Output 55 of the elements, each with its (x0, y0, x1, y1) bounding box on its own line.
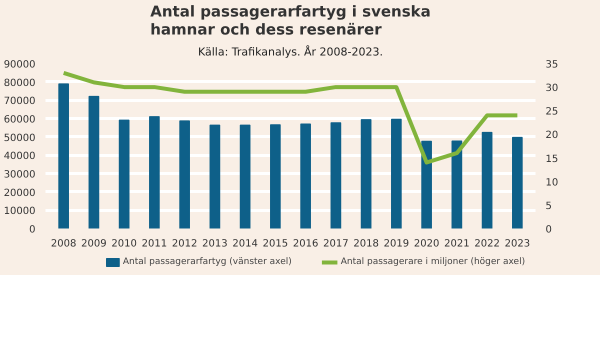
legend-label: Antal passagerarfartyg (vänster axel) (122, 257, 292, 267)
x-tick-label: 2009 (81, 238, 107, 250)
bar (179, 120, 190, 228)
legend-label: Antal passagerare i miljoner (höger axel) (340, 257, 526, 267)
x-tick-label: 2022 (474, 238, 500, 250)
y-tick-label: 40000 (4, 151, 36, 162)
chart-title: Antal passagerarfartyg i svenska hamnar och dess resenärer (150, 2, 431, 38)
x-tick-label: 2020 (414, 238, 440, 250)
x-tick-label: 2011 (142, 238, 168, 250)
bar (270, 124, 281, 228)
bar (391, 118, 402, 228)
y-tick-label: 50000 (4, 132, 36, 144)
bar (330, 122, 342, 228)
y-tick-label: 20000 (4, 188, 36, 199)
x-tick-label: 2019 (384, 238, 410, 250)
bar (58, 83, 69, 228)
x-tick-label: 2018 (353, 238, 379, 250)
x-tick-label: 2016 (292, 238, 318, 250)
y2-tick-label: 25 (546, 106, 558, 118)
x-tick-label: 2023 (504, 238, 530, 250)
y2-tick-label: 0 (546, 224, 552, 236)
y2-tick-label: 10 (546, 177, 558, 188)
bar (149, 116, 160, 228)
bar (240, 124, 250, 228)
chart-subtitle: Källa: Trafikanalys. År 2008-2023. (198, 44, 384, 58)
bar (512, 136, 523, 228)
y2-tick-label: 15 (546, 154, 558, 165)
y2-tick-label: 20 (546, 130, 558, 142)
y2-tick-label: 35 (546, 60, 558, 70)
x-tick-label: 2021 (444, 238, 470, 250)
bar (210, 124, 220, 228)
y-tick-label: 10000 (4, 206, 36, 218)
y-tick-label: 70000 (4, 96, 36, 108)
x-tick-label: 2017 (323, 238, 349, 250)
y-tick-label: 30000 (4, 170, 36, 180)
x-tick-label: 2012 (172, 238, 198, 250)
y2-tick-label: 5 (546, 200, 552, 212)
x-tick-label: 2008 (50, 238, 76, 250)
x-tick-label: 2010 (111, 238, 137, 250)
bar (118, 120, 130, 228)
bar (452, 140, 462, 228)
x-tick-label: 2015 (262, 238, 288, 250)
y-tick-label: 0 (29, 224, 36, 236)
bar (300, 124, 311, 228)
y-tick-label: 60000 (4, 114, 36, 126)
y-tick-label: 80000 (4, 78, 36, 89)
x-tick-label: 2014 (232, 238, 258, 250)
line-series (62, 70, 520, 164)
y-tick-label: 90000 (4, 60, 36, 70)
x-tick-label: 2013 (202, 238, 228, 250)
y2-tick-label: 30 (546, 83, 558, 94)
bar (421, 140, 432, 228)
bar (482, 132, 492, 228)
bar (88, 96, 100, 228)
bar (360, 119, 372, 228)
